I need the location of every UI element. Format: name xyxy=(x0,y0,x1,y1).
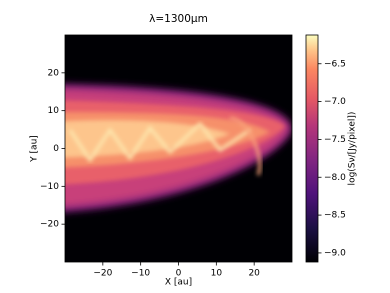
y-tick-label: −20 xyxy=(40,220,59,230)
x-tick-label: 20 xyxy=(248,269,260,279)
colorbar-tick-label: −7.5 xyxy=(324,135,346,145)
x-tick-label: 0 xyxy=(176,269,182,279)
colorbar-label: log(Sν/[Jy/pixel]) xyxy=(348,112,358,186)
x-tick-label: −10 xyxy=(131,269,150,279)
colorbar-tick-label: −9.0 xyxy=(324,248,346,258)
image xyxy=(65,35,292,262)
y-axis-label: Y [au] xyxy=(30,135,40,163)
y-tick-label: 10 xyxy=(48,106,60,116)
colorbar-tick-label: −8.5 xyxy=(324,211,346,221)
x-axis-label: X [au] xyxy=(165,278,192,288)
colorbar xyxy=(305,34,319,263)
x-tick-label: −20 xyxy=(93,269,112,279)
x-tick-label: 10 xyxy=(211,269,223,279)
colorbar-tick-label: −8.0 xyxy=(324,173,346,183)
y-tick-label: −10 xyxy=(40,182,59,192)
colorbar-tick-label: −7.0 xyxy=(324,97,346,107)
chart-title: λ=1300μm xyxy=(149,13,208,25)
y-tick-label: 20 xyxy=(48,68,60,78)
y-tick-label: 0 xyxy=(53,144,59,154)
colorbar-tick-label: −6.5 xyxy=(324,59,346,69)
